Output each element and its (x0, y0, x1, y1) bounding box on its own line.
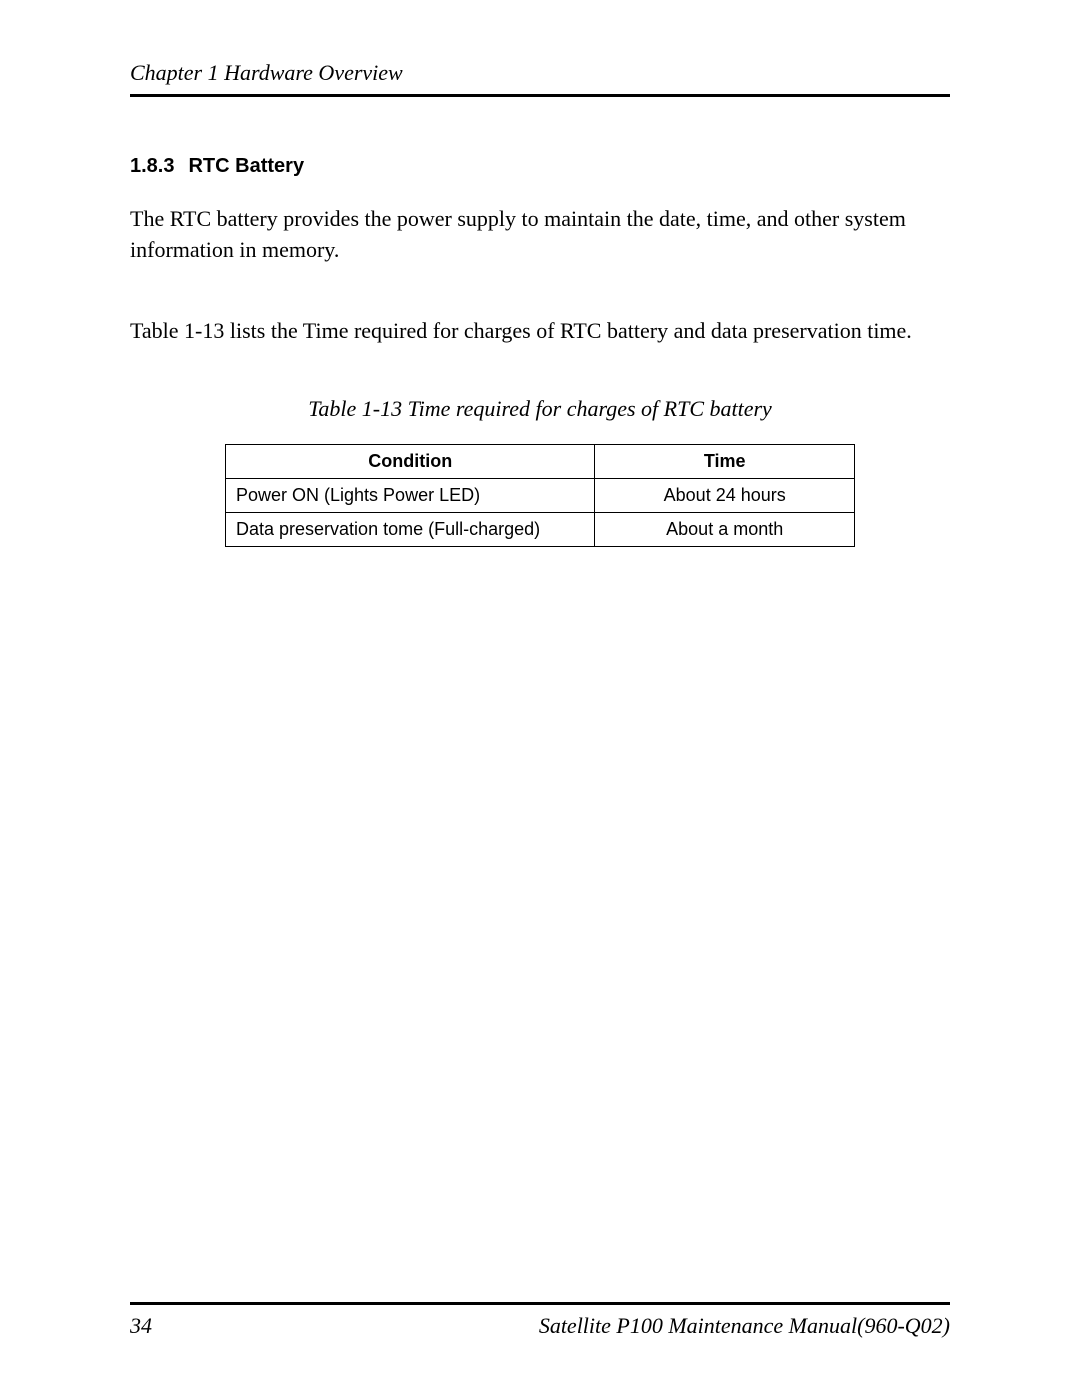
footer-doc-title: Satellite P100 Maintenance Manual(960-Q0… (539, 1313, 950, 1339)
table-cell-condition: Data preservation tome (Full-charged) (226, 513, 595, 547)
paragraph-1: The RTC battery provides the power suppl… (130, 204, 950, 266)
paragraph-2: Table 1-13 lists the Time required for c… (130, 316, 950, 347)
table-row: Data preservation tome (Full-charged) Ab… (226, 513, 855, 547)
table-cell-condition: Power ON (Lights Power LED) (226, 479, 595, 513)
section-number: 1.8.3 (130, 155, 174, 177)
section-title: RTC Battery (188, 155, 304, 177)
footer-page-number: 34 (130, 1313, 152, 1339)
table-header-row: Condition Time (226, 445, 855, 479)
table-row: Power ON (Lights Power LED) About 24 hou… (226, 479, 855, 513)
page-header: Chapter 1 Hardware Overview (130, 60, 950, 97)
section-heading: 1.8.3 RTC Battery (130, 155, 950, 178)
table-header-condition: Condition (226, 445, 595, 479)
page-container: Chapter 1 Hardware Overview 1.8.3 RTC Bat… (0, 0, 1080, 1397)
page-footer: 34 Satellite P100 Maintenance Manual(960… (130, 1302, 950, 1339)
header-text: Chapter 1 Hardware Overview (130, 60, 403, 85)
table-cell-time: About 24 hours (595, 479, 855, 513)
table-header-time: Time (595, 445, 855, 479)
rtc-battery-table: Condition Time Power ON (Lights Power LE… (225, 444, 855, 547)
table-caption: Table 1-13 Time required for charges of … (130, 396, 950, 422)
table-cell-time: About a month (595, 513, 855, 547)
